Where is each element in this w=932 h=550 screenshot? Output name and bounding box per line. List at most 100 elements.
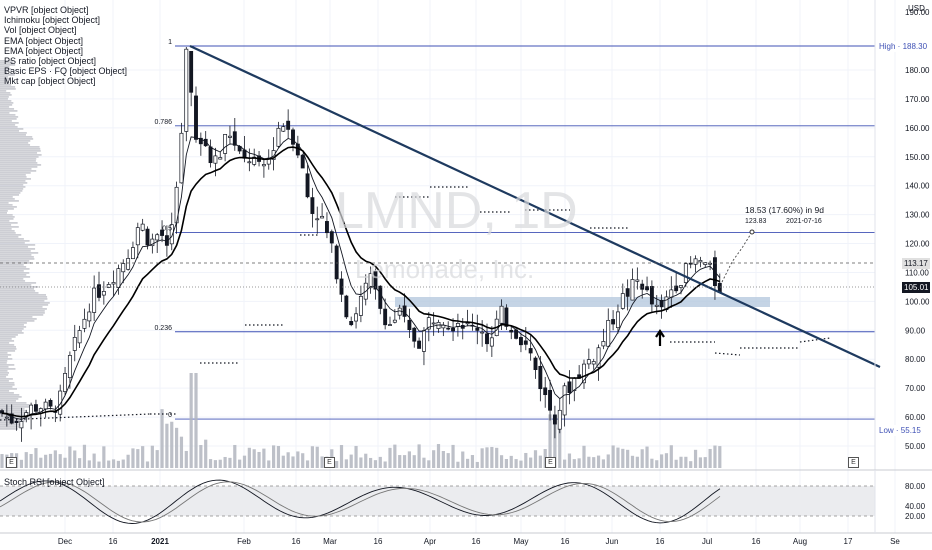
candle xyxy=(538,365,543,390)
vpvr-bar xyxy=(0,344,15,346)
vpvr-bar xyxy=(0,292,39,294)
low-label: Low xyxy=(879,426,894,435)
volume-bar xyxy=(509,455,513,468)
price-label: 70.00 xyxy=(905,384,926,393)
current-price-tag: 105.01 xyxy=(902,282,931,293)
indicator-ema-1[interactable]: EMA [object Object] xyxy=(4,35,84,46)
volume-bar xyxy=(412,455,416,468)
vpvr-bar xyxy=(0,64,16,66)
volume-bar xyxy=(451,444,455,468)
price-label: 50.00 xyxy=(905,442,926,451)
volume-bar xyxy=(349,454,353,468)
indicator-mkt-cap[interactable]: Mkt cap [object Object] xyxy=(4,76,96,87)
vpvr-bar xyxy=(0,110,18,112)
vpvr-bar xyxy=(0,308,47,310)
time-label: Mar xyxy=(323,537,337,546)
volume-bar xyxy=(669,445,673,468)
vpvr-bar xyxy=(0,422,19,424)
volume-bar xyxy=(587,456,591,468)
volume-bar xyxy=(252,449,256,468)
vpvr-bar xyxy=(0,138,34,140)
vpvr-bar xyxy=(0,158,37,160)
vpvr-bar xyxy=(0,268,30,270)
vpvr-bar xyxy=(0,318,37,320)
earnings-badge-3[interactable]: E xyxy=(545,457,556,468)
projection-path xyxy=(721,231,753,283)
vpvr-bar xyxy=(0,212,7,214)
volume-bar xyxy=(533,450,538,468)
indicator-vpvr[interactable]: VPVR [object Object] xyxy=(4,5,89,15)
volume-bar xyxy=(655,460,659,468)
vpvr-bar xyxy=(0,332,24,334)
earnings-badge-2[interactable]: E xyxy=(324,457,335,468)
vpvr-bar xyxy=(0,240,30,242)
vpvr-bar xyxy=(0,418,28,420)
indicator-eps[interactable]: Basic EPS · FQ [object Object] xyxy=(4,66,128,77)
candle xyxy=(499,305,504,324)
vpvr-bar xyxy=(0,386,13,388)
candle xyxy=(586,359,591,365)
indicator-ema-2[interactable]: EMA [object Object] xyxy=(4,45,84,56)
candle xyxy=(179,132,184,184)
candle xyxy=(523,340,528,345)
volume-bar xyxy=(456,461,460,468)
time-label: Jun xyxy=(606,537,619,546)
candle xyxy=(509,329,514,333)
vpvr-bar xyxy=(0,380,9,382)
vpvr-bar xyxy=(0,408,25,410)
vpvr-bar xyxy=(0,78,10,80)
vpvr-bar xyxy=(0,228,12,230)
vpvr-bar xyxy=(0,218,14,220)
candle xyxy=(679,285,683,288)
vpvr-bar xyxy=(0,164,42,166)
vpvr-bar xyxy=(0,196,13,198)
volume-bar xyxy=(616,447,620,468)
volume-bar xyxy=(39,457,43,468)
volume-bar xyxy=(480,448,484,468)
volume-bar xyxy=(713,445,717,468)
volume-bar xyxy=(175,427,179,468)
volume-bar xyxy=(58,454,62,468)
volume-bar xyxy=(170,421,174,468)
vpvr-bar xyxy=(0,338,12,340)
volume-bar xyxy=(383,461,387,468)
volume-bar xyxy=(572,459,576,468)
vpvr-bar xyxy=(0,254,32,256)
volume-bar xyxy=(160,409,164,468)
candle xyxy=(674,285,679,292)
volume-bar xyxy=(407,451,411,468)
vpvr-bar xyxy=(0,376,7,378)
vpvr-bar xyxy=(0,334,18,336)
candle xyxy=(620,293,625,309)
stoch-legend[interactable]: Stoch RSI [object Object] xyxy=(4,477,105,487)
candle xyxy=(111,282,116,285)
vpvr-bar xyxy=(0,62,14,64)
candle xyxy=(417,340,422,349)
support-zone xyxy=(395,297,770,307)
price-label: 140.00 xyxy=(905,182,930,191)
volume-bar xyxy=(320,456,324,468)
earnings-badge-1[interactable]: E xyxy=(6,457,17,468)
candle xyxy=(654,304,659,307)
candle xyxy=(693,258,698,265)
candle xyxy=(649,286,654,305)
low-value: 55.15 xyxy=(900,426,921,435)
indicator-ps-ratio[interactable]: PS ratio [object Object] xyxy=(4,56,97,67)
fib-label: 0.236 xyxy=(154,325,172,332)
candle xyxy=(19,421,24,429)
time-label: 16 xyxy=(292,537,301,546)
volume-bar xyxy=(553,414,557,468)
candle xyxy=(475,327,480,331)
candle xyxy=(126,258,131,270)
indicator-ichimoku[interactable]: Ichimoku [object Object] xyxy=(4,15,101,26)
earnings-badge-4[interactable]: E xyxy=(848,457,859,468)
candle xyxy=(392,319,397,323)
vpvr-bar xyxy=(0,314,44,316)
indicator-vol[interactable]: Vol [object Object] xyxy=(4,25,77,36)
vpvr-bar xyxy=(0,288,35,290)
vpvr-bar xyxy=(0,80,8,82)
volume-bar xyxy=(432,450,436,468)
vpvr-bar xyxy=(0,400,16,402)
candle xyxy=(446,327,451,330)
